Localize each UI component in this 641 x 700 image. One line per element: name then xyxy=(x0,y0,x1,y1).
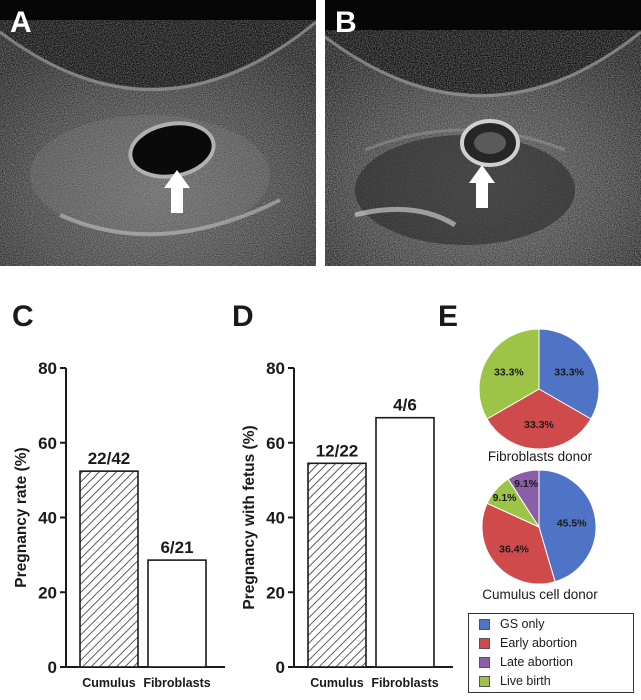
y-tick-label: 0 xyxy=(48,658,57,677)
legend: GS only Early abortion Late abortion Liv… xyxy=(468,613,634,693)
x-tick-label: Fibroblasts xyxy=(371,676,438,690)
panel-letter-d: D xyxy=(232,300,254,333)
pie-slice-label: 33.3% xyxy=(554,367,584,379)
y-axis-label: Pregnancy rate (%) xyxy=(13,447,30,587)
y-tick-label: 60 xyxy=(38,434,57,453)
bar-data-label: 4/6 xyxy=(393,396,417,415)
panel-letter-e: E xyxy=(438,300,459,333)
panel-letter-b: B xyxy=(335,6,357,39)
x-tick-label: Cumulus xyxy=(310,676,364,690)
pie-slice-label: 36.4% xyxy=(499,544,529,556)
legend-label: Late abortion xyxy=(500,655,573,669)
pie-slice-label: 33.3% xyxy=(494,367,524,379)
x-tick-label: Cumulus xyxy=(82,676,136,690)
legend-label: Live birth xyxy=(500,674,551,688)
pie-chart-fibroblasts: 33.3% 33.3% 33.3% xyxy=(478,328,600,450)
bar-cumulus xyxy=(79,470,139,668)
ultrasound-image-b: B xyxy=(325,0,641,266)
pie-slice-late-abortion xyxy=(507,469,540,529)
bar-fibroblasts xyxy=(147,559,207,668)
pie-slice-early-abortion xyxy=(481,502,556,585)
arrow-icon xyxy=(469,165,495,208)
pie-label-cumulus: Cumulus cell donor xyxy=(482,587,598,602)
y-tick-label: 0 xyxy=(276,658,285,677)
panel-letter-a: A xyxy=(10,6,32,39)
bar-data-label: 12/22 xyxy=(316,441,359,460)
legend-item: Late abortion xyxy=(479,654,573,670)
pie-slice-label: 45.5% xyxy=(557,517,587,529)
pie-slice-label: 9.1% xyxy=(493,492,518,504)
legend-item: Early abortion xyxy=(479,635,577,651)
bar-chart-c: Pregnancy rate (%) 0 20 40 60 80 22/42 Cumulus 6… xyxy=(13,359,225,690)
y-tick-label: 60 xyxy=(266,434,285,453)
legend-item: Live birth xyxy=(479,673,551,689)
legend-swatch-early-abortion xyxy=(479,637,490,649)
legend-label: GS only xyxy=(500,617,545,631)
x-tick-label: Fibroblasts xyxy=(143,676,210,690)
arrow-icon xyxy=(164,170,190,213)
panel-letter-c: C xyxy=(12,300,34,333)
bar-fibroblasts xyxy=(375,416,435,668)
legend-swatch-gs-only xyxy=(479,618,490,630)
y-tick-label: 20 xyxy=(38,583,57,602)
y-tick-label: 80 xyxy=(38,359,57,378)
y-tick-label: 40 xyxy=(38,509,57,528)
pie-slice-early-abortion xyxy=(486,388,592,450)
pie-label-fibroblasts: Fibroblasts donor xyxy=(487,449,593,464)
pie-slice-live-birth xyxy=(478,328,540,420)
pie-slice-gs-only xyxy=(538,469,597,583)
y-tick-label: 80 xyxy=(266,359,285,378)
legend-swatch-live-birth xyxy=(479,675,490,687)
ultrasound-image-a: A xyxy=(0,0,316,266)
y-tick-label: 40 xyxy=(266,509,285,528)
pie-slice-label: 33.3% xyxy=(524,419,554,431)
pie-panel-e: 33.3% 33.3% 33.3% Fibroblasts donor 45.5% 3… xyxy=(455,325,641,610)
pie-slice-gs-only xyxy=(538,328,600,420)
pie-chart-cumulus: 45.5% 36.4% 9.1% 9.1% xyxy=(481,469,597,585)
y-tick-label: 20 xyxy=(266,583,285,602)
legend-item: GS only xyxy=(479,616,544,632)
y-axis-label: Pregnancy with fetus (%) xyxy=(241,425,258,609)
legend-swatch-late-abortion xyxy=(479,656,490,668)
bar-cumulus xyxy=(307,462,367,668)
pie-slice-label: 9.1% xyxy=(514,478,539,490)
bar-data-label: 6/21 xyxy=(160,538,193,557)
bar-chart-d: Pregnancy with fetus (%) 0 20 40 60 80 12/22 Cu… xyxy=(241,359,453,690)
legend-label: Early abortion xyxy=(500,636,578,650)
bar-data-label: 22/42 xyxy=(88,449,131,468)
